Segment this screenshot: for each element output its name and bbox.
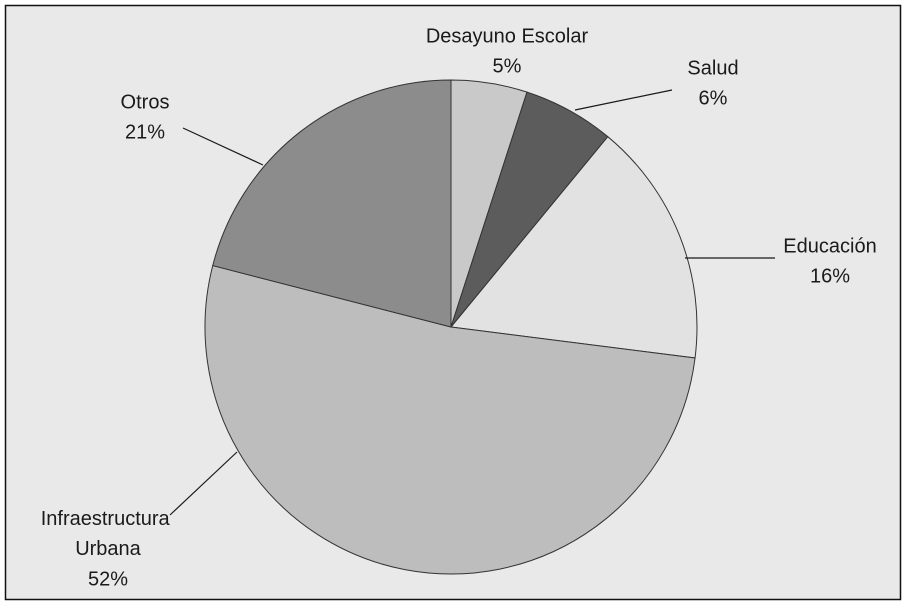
leader-line — [182, 127, 264, 166]
slice-label: Otros — [121, 91, 170, 113]
slice-value-label: 52% — [88, 568, 128, 590]
slice-value-label: 16% — [810, 265, 850, 287]
leader-line — [574, 89, 673, 111]
labels: Desayuno Escolar 5% Salud 6% Educación 16% Inf… — [41, 25, 877, 590]
slice-label: Salud — [687, 57, 738, 79]
slice-value-label: 5% — [493, 55, 522, 77]
slice-label: Infraestructura Urbana — [41, 508, 176, 560]
pie-slice — [212, 79, 452, 328]
slice-value-label: 6% — [699, 87, 728, 109]
pie — [204, 79, 698, 575]
pie-slice — [450, 135, 698, 359]
slice-value-label: 21% — [125, 121, 165, 143]
slice-label: Desayuno Escolar — [426, 25, 589, 47]
slice-label: Educación — [783, 235, 876, 257]
pie-slice — [204, 264, 696, 575]
leader-line — [169, 451, 238, 516]
